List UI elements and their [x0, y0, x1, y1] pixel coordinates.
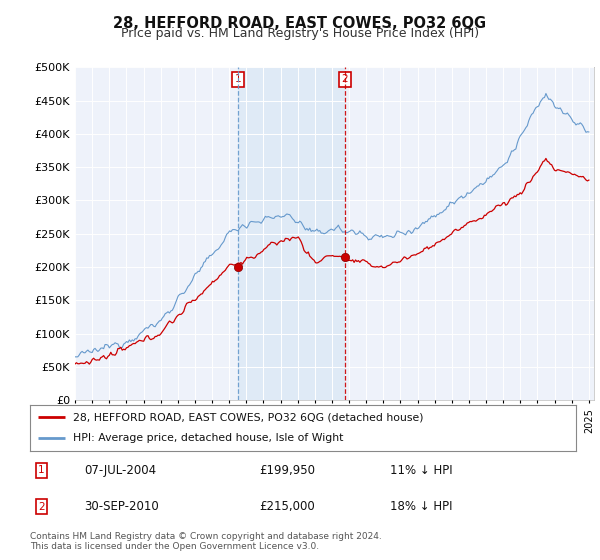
Text: HPI: Average price, detached house, Isle of Wight: HPI: Average price, detached house, Isle… — [73, 433, 343, 444]
Text: 2: 2 — [38, 502, 45, 511]
Text: £199,950: £199,950 — [259, 464, 316, 477]
Text: 28, HEFFORD ROAD, EAST COWES, PO32 6QG (detached house): 28, HEFFORD ROAD, EAST COWES, PO32 6QG (… — [73, 412, 423, 422]
Text: 28, HEFFORD ROAD, EAST COWES, PO32 6QG: 28, HEFFORD ROAD, EAST COWES, PO32 6QG — [113, 16, 487, 31]
Text: Price paid vs. HM Land Registry's House Price Index (HPI): Price paid vs. HM Land Registry's House … — [121, 27, 479, 40]
Text: 07-JUL-2004: 07-JUL-2004 — [85, 464, 157, 477]
Text: 30-SEP-2010: 30-SEP-2010 — [85, 500, 160, 513]
Text: £215,000: £215,000 — [259, 500, 315, 513]
Text: 11% ↓ HPI: 11% ↓ HPI — [391, 464, 453, 477]
Text: 2: 2 — [341, 74, 348, 84]
Text: Contains HM Land Registry data © Crown copyright and database right 2024.
This d: Contains HM Land Registry data © Crown c… — [30, 532, 382, 552]
Text: 1: 1 — [235, 74, 241, 84]
Bar — [238, 67, 345, 400]
Text: 1: 1 — [38, 465, 45, 475]
Text: 18% ↓ HPI: 18% ↓ HPI — [391, 500, 453, 513]
